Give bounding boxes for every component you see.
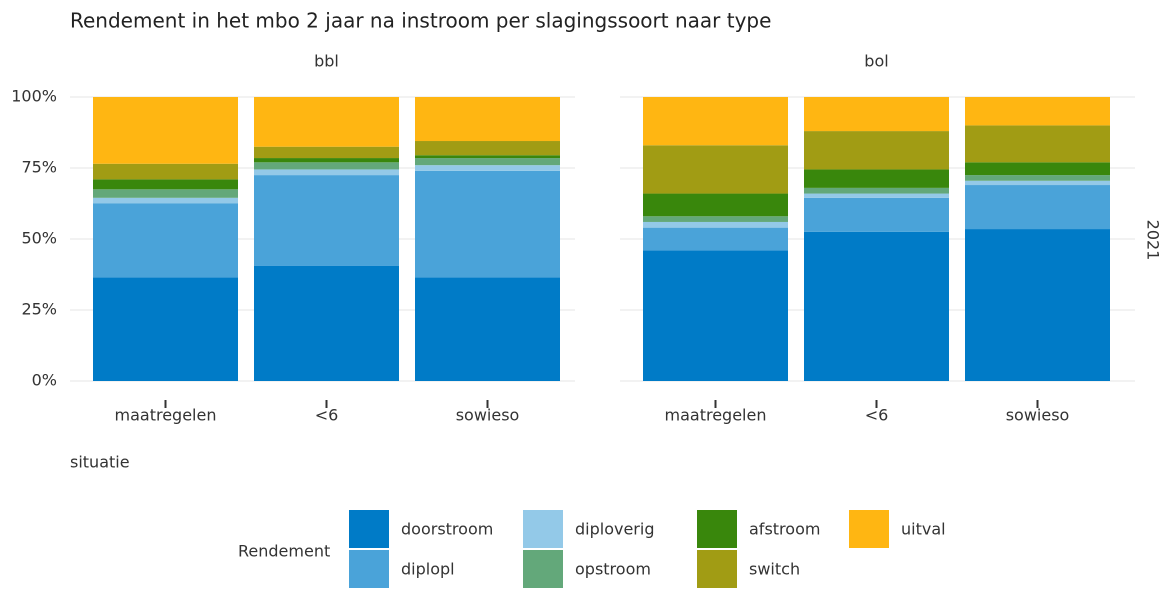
bar-segment <box>254 162 399 170</box>
x-tick-label: <6 <box>865 406 889 425</box>
bar-segment <box>415 170 560 278</box>
bar-segment <box>965 162 1110 176</box>
bar-segment <box>254 265 399 381</box>
y-tick-label: 0% <box>32 371 57 390</box>
bar-segment <box>965 185 1110 230</box>
bar-segment <box>965 97 1110 126</box>
y-tick-label: 50% <box>21 229 57 248</box>
bar-segment <box>643 221 788 228</box>
bar-segment <box>93 189 238 198</box>
x-tick-label: <6 <box>315 406 339 425</box>
bar-segment <box>254 158 399 163</box>
legend-label: doorstroom <box>401 520 493 539</box>
bar-segment <box>804 231 949 381</box>
bar-segment <box>415 165 560 171</box>
chart-title: Rendement in het mbo 2 jaar na instroom … <box>70 9 771 33</box>
bar-segment <box>643 193 788 217</box>
bar-segment <box>93 197 238 204</box>
row-strip-label: 2021 <box>1144 220 1163 261</box>
bar-segment <box>643 227 788 251</box>
bar-segment <box>643 145 788 194</box>
bar-segment <box>415 277 560 381</box>
bar-segment <box>965 180 1110 186</box>
bar-segment <box>804 131 949 170</box>
bar-segment <box>965 229 1110 381</box>
bar-segment <box>643 216 788 222</box>
legend-key <box>523 510 563 548</box>
bar-segment <box>254 169 399 176</box>
facet-label: bbl <box>314 52 339 71</box>
bar-segment <box>965 125 1110 163</box>
x-axis-title: situatie <box>70 453 130 472</box>
y-tick-label: 25% <box>21 300 57 319</box>
x-tick-label: maatregelen <box>665 406 767 425</box>
bar-segment <box>804 187 949 194</box>
bar-segment <box>93 179 238 190</box>
bar-segment <box>254 97 399 147</box>
legend-key <box>523 550 563 588</box>
bar-segment <box>415 158 560 166</box>
bar-segment <box>643 250 788 381</box>
legend-label: afstroom <box>749 520 820 539</box>
legend-label: diplopl <box>401 560 455 579</box>
bar-segment <box>643 97 788 146</box>
legend-label: uitval <box>901 520 946 539</box>
x-tick-label: maatregelen <box>115 406 217 425</box>
bar-segment <box>254 175 399 266</box>
bar-segment <box>415 97 560 142</box>
x-tick-label: sowieso <box>456 406 520 425</box>
bar-segment <box>254 146 399 159</box>
facet-label: bol <box>864 52 888 71</box>
x-tick-label: sowieso <box>1006 406 1070 425</box>
bar-segment <box>415 141 560 156</box>
legend-title: Rendement <box>238 542 330 561</box>
y-tick-label: 75% <box>21 158 57 177</box>
legend-key <box>349 550 389 588</box>
bar-segment <box>415 155 560 159</box>
legend-key <box>349 510 389 548</box>
bar-segment <box>93 97 238 164</box>
bar-segment <box>804 97 949 132</box>
legend-label: opstroom <box>575 560 651 579</box>
bar-segment <box>804 169 949 188</box>
legend-key <box>697 550 737 588</box>
bar-segment <box>93 203 238 278</box>
bar-segment <box>93 277 238 381</box>
y-tick-label: 100% <box>11 87 57 106</box>
bar-segment <box>93 163 238 180</box>
bar-segment <box>804 197 949 232</box>
legend-key <box>697 510 737 548</box>
legend-key <box>849 510 889 548</box>
legend-label: switch <box>749 560 800 579</box>
bar-segment <box>804 193 949 198</box>
legend-label: diploverig <box>575 520 654 539</box>
bar-segment <box>965 175 1110 181</box>
